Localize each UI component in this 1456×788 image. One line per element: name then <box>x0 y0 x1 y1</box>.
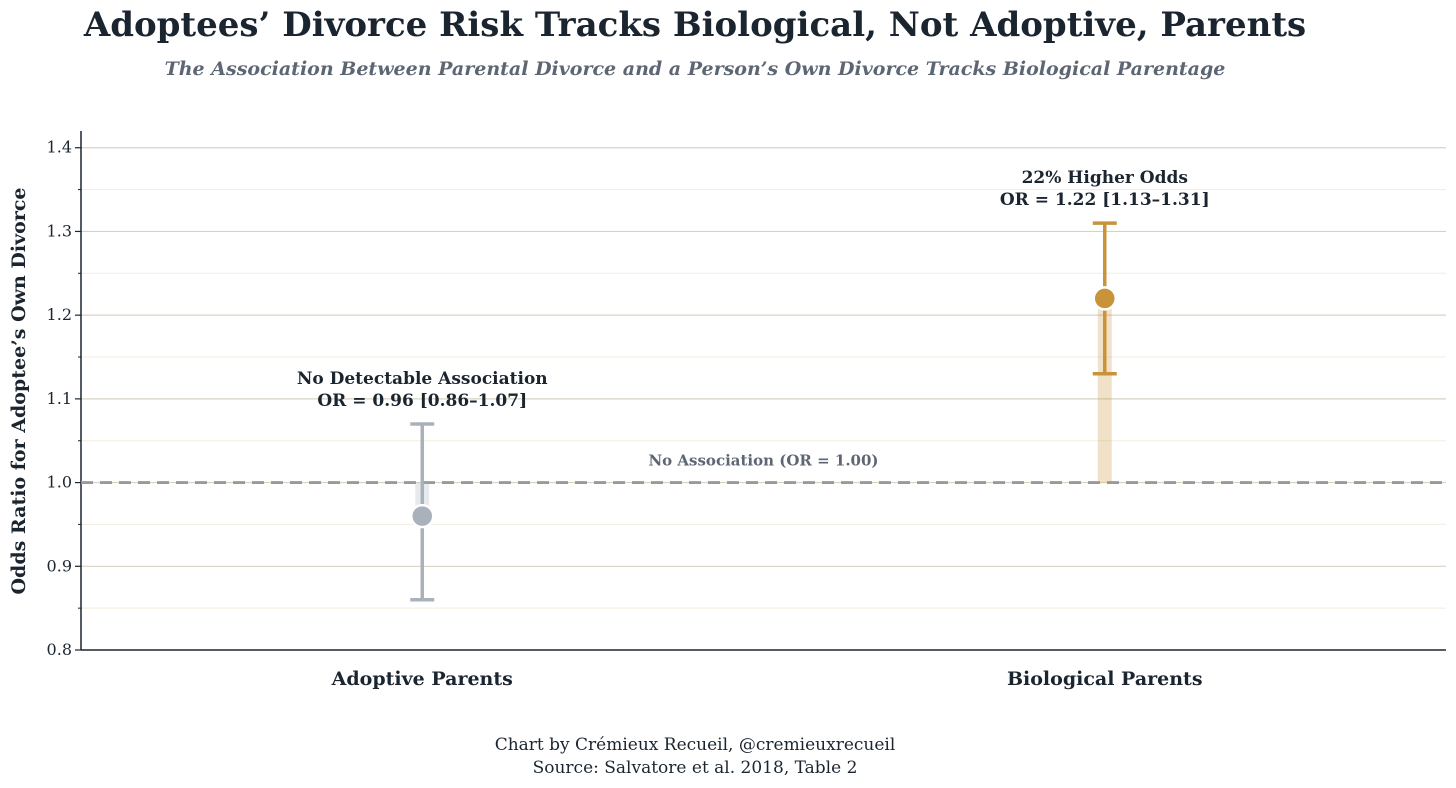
chart-subtitle: The Association Between Parental Divorce… <box>165 58 1226 80</box>
y-tick-label: 1.3 <box>47 221 72 240</box>
y-tick-label: 1.4 <box>47 138 72 157</box>
y-tick-label: 0.9 <box>47 556 72 575</box>
y-tick-label: 1.1 <box>47 389 72 408</box>
reference-line-label: No Association (OR = 1.00) <box>648 452 878 470</box>
x-category-label: Adoptive Parents <box>331 668 513 690</box>
y-tick-label: 1.2 <box>47 305 72 324</box>
point-annotation-value: OR = 1.22 [1.13–1.31] <box>1000 190 1210 210</box>
mark-layer: No Association (OR = 1.00) No Detectable … <box>81 168 1446 602</box>
y-tick-label: 1.0 <box>47 473 72 492</box>
point-marker <box>1092 286 1117 311</box>
y-axis-label: Odds Ratio for Adoptee’s Own Divorce <box>8 188 30 595</box>
grid-layer <box>81 147 1446 609</box>
y-tick-label: 0.8 <box>47 640 72 659</box>
credit-line: Chart by Crémieux Recueil, @cremieuxrecu… <box>495 735 896 755</box>
axis-layer: 0.8 0.9 1.0 1.1 1.2 1.3 1.4 Adoptive Parents Bio… <box>47 131 1446 690</box>
source-line: Source: Salvatore et al. 2018, Table 2 <box>533 758 858 778</box>
chart-title: Adoptees’ Divorce Risk Tracks Biological… <box>83 5 1306 45</box>
point-marker <box>410 503 435 529</box>
effect-bar <box>1097 298 1112 483</box>
point-annotation-title: 22% Higher Odds <box>1022 168 1188 188</box>
x-category-label: Biological Parents <box>1007 668 1203 690</box>
point-annotation-title: No Detectable Association <box>297 369 548 389</box>
point-annotation-value: OR = 0.96 [0.86–1.07] <box>317 391 527 411</box>
